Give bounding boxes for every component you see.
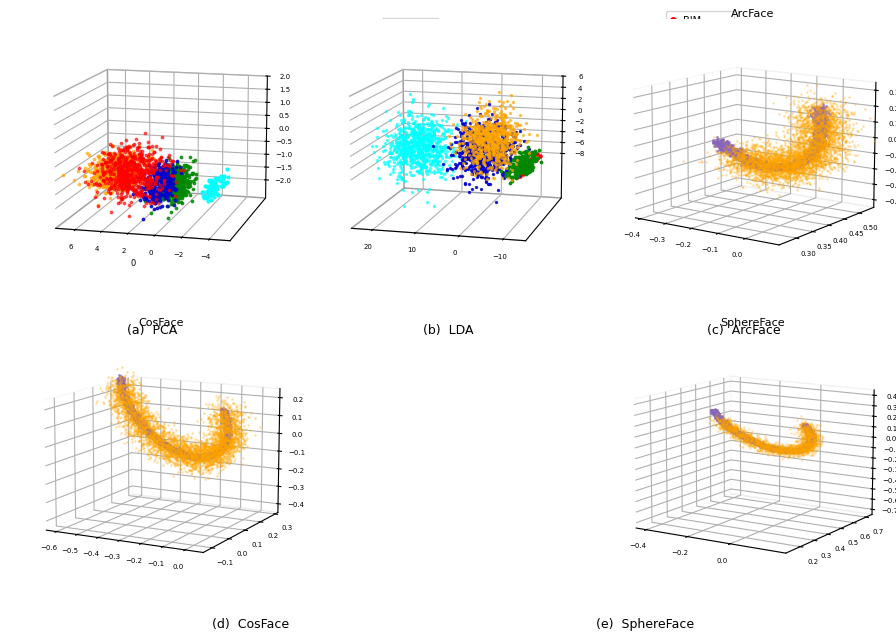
Legend: BIM, CW_L2, DeepFool, FGSM, PGD: BIM, CW_L2, DeepFool, FGSM, PGD (666, 11, 734, 87)
Text: (d)  CosFace: (d) CosFace (212, 619, 289, 631)
Title: ArcFace: ArcFace (731, 9, 774, 19)
X-axis label: 0: 0 (131, 258, 136, 267)
Text: (a)  PCA: (a) PCA (127, 324, 177, 337)
Text: (b)  LDA: (b) LDA (423, 324, 473, 337)
Text: (c)  ArcFace: (c) ArcFace (707, 324, 780, 337)
Legend: BIM, CW_L2, DeepFool, FGSM, PGD: BIM, CW_L2, DeepFool, FGSM, PGD (382, 18, 439, 79)
Title: SphereFace: SphereFace (720, 318, 785, 328)
Text: (e)  SphereFace: (e) SphereFace (596, 619, 694, 631)
Title: CosFace: CosFace (139, 318, 184, 328)
